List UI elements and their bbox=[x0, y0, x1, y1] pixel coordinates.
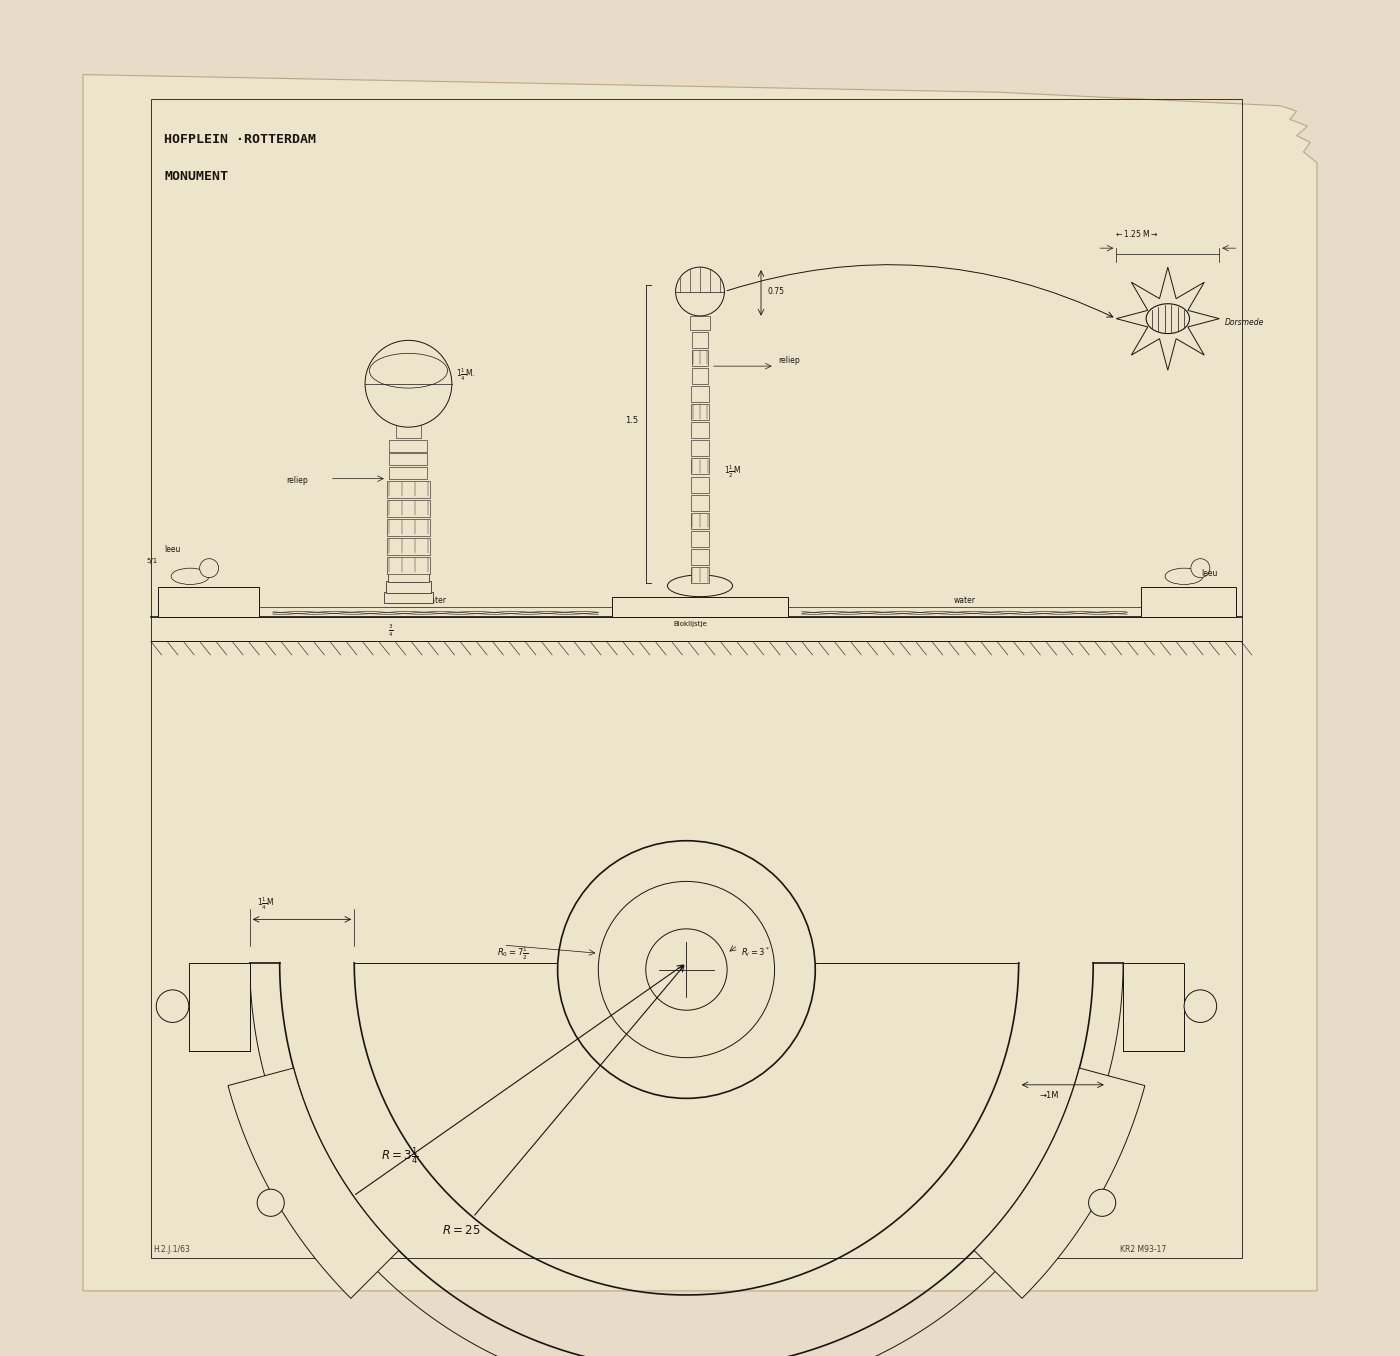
Text: 0.75: 0.75 bbox=[767, 287, 785, 296]
Text: water: water bbox=[424, 597, 447, 605]
Bar bbox=[788, 607, 1141, 617]
Circle shape bbox=[676, 267, 724, 316]
Text: 1$\frac{1}{4}$M: 1$\frac{1}{4}$M bbox=[256, 895, 273, 911]
Bar bbox=[692, 422, 708, 438]
Ellipse shape bbox=[171, 568, 209, 584]
Circle shape bbox=[258, 1189, 284, 1216]
Text: Dorsmede: Dorsmede bbox=[1225, 319, 1264, 327]
Bar bbox=[692, 367, 708, 384]
Bar bbox=[692, 350, 708, 366]
Text: $\leftarrow$1.25 M$\rightarrow$: $\leftarrow$1.25 M$\rightarrow$ bbox=[1113, 228, 1158, 239]
Text: $R_i=3^*$: $R_i=3^*$ bbox=[741, 945, 770, 960]
Text: →1M: →1M bbox=[1039, 1092, 1058, 1100]
Text: 1.5: 1.5 bbox=[626, 416, 638, 424]
Bar bbox=[692, 386, 708, 401]
Text: water: water bbox=[953, 597, 976, 605]
Bar bbox=[388, 570, 430, 582]
Text: leeu: leeu bbox=[1201, 570, 1218, 578]
Text: leeu: leeu bbox=[164, 545, 181, 553]
Bar bbox=[389, 466, 427, 479]
Circle shape bbox=[645, 929, 727, 1010]
Circle shape bbox=[557, 841, 815, 1098]
Bar bbox=[1123, 963, 1184, 1051]
Ellipse shape bbox=[1165, 568, 1203, 584]
Polygon shape bbox=[974, 1069, 1145, 1298]
Bar bbox=[692, 332, 708, 347]
Polygon shape bbox=[83, 75, 1317, 1291]
Bar bbox=[690, 567, 710, 583]
Text: $R=3\frac{1}{4}$: $R=3\frac{1}{4}$ bbox=[381, 1144, 419, 1166]
Bar bbox=[386, 537, 430, 555]
Bar bbox=[386, 480, 430, 498]
Circle shape bbox=[200, 559, 218, 578]
Text: $R=25$: $R=25$ bbox=[442, 1224, 480, 1237]
Bar bbox=[690, 532, 710, 546]
Circle shape bbox=[1184, 990, 1217, 1022]
Text: KR2 M93-17: KR2 M93-17 bbox=[1120, 1245, 1166, 1253]
Bar bbox=[386, 556, 430, 574]
Text: Bloklijstje: Bloklijstje bbox=[673, 621, 707, 628]
Text: reliep: reliep bbox=[287, 476, 308, 484]
Ellipse shape bbox=[370, 354, 448, 388]
Bar bbox=[386, 518, 430, 536]
Circle shape bbox=[365, 340, 452, 427]
Bar bbox=[690, 316, 710, 330]
Circle shape bbox=[157, 990, 189, 1022]
Bar bbox=[385, 580, 431, 593]
Bar bbox=[690, 513, 710, 529]
Text: reliep: reliep bbox=[778, 357, 801, 365]
Ellipse shape bbox=[1147, 304, 1190, 334]
Polygon shape bbox=[228, 1069, 399, 1298]
Bar bbox=[389, 453, 427, 465]
Circle shape bbox=[598, 881, 774, 1058]
Text: H.2.J.1/63: H.2.J.1/63 bbox=[154, 1245, 190, 1253]
Text: $R_0=7\frac{1}{2}$: $R_0=7\frac{1}{2}$ bbox=[497, 945, 528, 961]
Bar bbox=[158, 587, 259, 617]
Text: 5/1: 5/1 bbox=[147, 557, 158, 564]
Bar bbox=[189, 963, 249, 1051]
Text: HOFPLEIN ·ROTTERDAM: HOFPLEIN ·ROTTERDAM bbox=[164, 133, 316, 146]
Bar bbox=[690, 495, 710, 511]
Text: $\frac{3}{4}$: $\frac{3}{4}$ bbox=[388, 622, 393, 639]
Bar bbox=[151, 99, 1242, 1258]
Bar bbox=[1141, 587, 1236, 617]
Bar bbox=[692, 476, 708, 492]
Bar bbox=[384, 591, 433, 603]
Bar bbox=[690, 549, 710, 565]
Bar bbox=[389, 439, 427, 452]
Text: 1$\frac{1}{4}$M.: 1$\frac{1}{4}$M. bbox=[456, 366, 475, 382]
Bar bbox=[259, 607, 612, 617]
Text: MONUMENT: MONUMENT bbox=[164, 170, 228, 183]
Circle shape bbox=[1089, 1189, 1116, 1216]
Bar bbox=[386, 499, 430, 517]
Bar bbox=[692, 458, 708, 475]
Circle shape bbox=[1191, 559, 1210, 578]
Bar bbox=[692, 404, 708, 420]
Bar bbox=[612, 597, 788, 617]
Bar bbox=[692, 441, 708, 456]
Bar bbox=[396, 424, 420, 438]
Text: 1$\frac{1}{2}$M: 1$\frac{1}{2}$M bbox=[724, 464, 742, 480]
Polygon shape bbox=[1116, 267, 1219, 370]
Ellipse shape bbox=[668, 575, 732, 597]
